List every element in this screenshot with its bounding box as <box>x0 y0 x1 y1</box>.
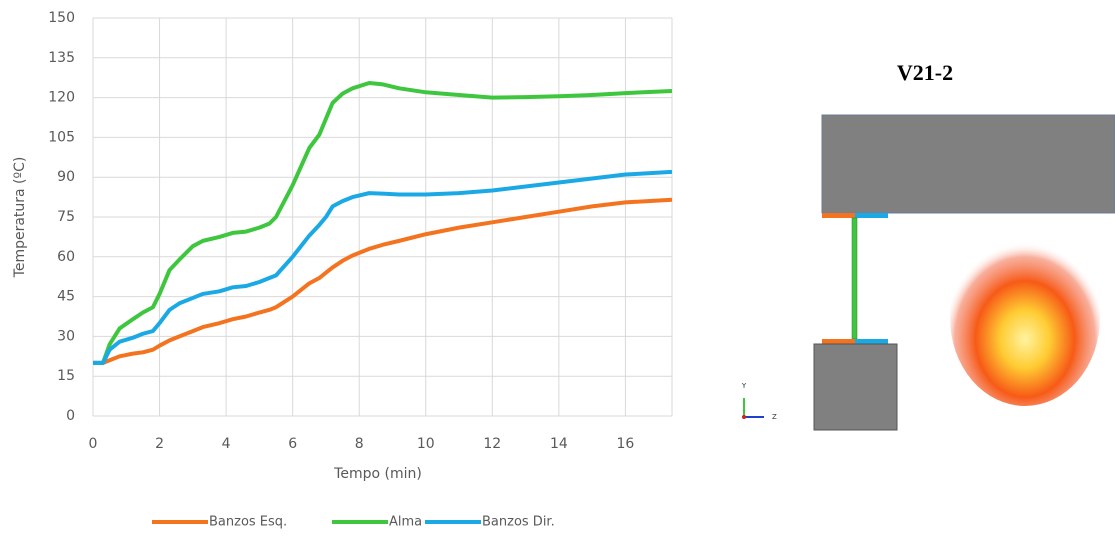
y-tick-label: 150 <box>48 10 75 26</box>
x-tick-label: 10 <box>417 436 435 452</box>
y-tick-label: 0 <box>66 408 75 424</box>
y-tick-label: 90 <box>57 169 75 185</box>
flange <box>822 339 855 344</box>
series-line <box>93 169 673 365</box>
x-tick-label: 12 <box>483 436 501 452</box>
y-axis-title: Temperatura (ºC) <box>12 157 28 279</box>
legend-label: Alma <box>389 515 422 530</box>
support <box>813 343 898 431</box>
x-tick-label: 6 <box>288 436 297 452</box>
legend-label: Banzos Dir. <box>482 515 555 530</box>
series-line <box>93 81 673 365</box>
flange <box>855 213 888 218</box>
y-tick-label: 30 <box>57 328 75 344</box>
x-tick-label: 2 <box>155 436 164 452</box>
y-tick-label: 15 <box>57 368 75 384</box>
flange <box>822 213 855 218</box>
axis-label: Z <box>772 413 777 421</box>
y-tick-label: 60 <box>57 249 75 265</box>
fire <box>950 230 1100 406</box>
y-tick-label: 105 <box>48 129 75 145</box>
x-tick-label: 0 <box>89 436 98 452</box>
y-tick-label: 120 <box>48 90 75 106</box>
diagram-title: V21-2 <box>897 60 953 85</box>
legend: Banzos Esq. Alma Banzos Dir. <box>152 515 555 530</box>
plot-area: 0 15 30 45 60 75 90 105 120 135 150 0 2 4 6 8 10 12 14 16 <box>48 10 673 452</box>
y-tick-label: 45 <box>57 289 75 305</box>
beam <box>821 114 1115 214</box>
flange <box>855 339 888 344</box>
x-tick-label: 14 <box>550 436 568 452</box>
y-tick-label: 75 <box>57 209 75 225</box>
y-tick-label: 135 <box>48 50 75 66</box>
axis-icon <box>742 415 746 419</box>
web <box>851 217 858 340</box>
axis-label: Y <box>741 382 747 390</box>
x-tick-label: 8 <box>355 436 364 452</box>
x-axis-title: Tempo (min) <box>333 466 422 482</box>
legend-label: Banzos Esq. <box>209 515 287 530</box>
series-line <box>93 197 673 365</box>
x-tick-label: 4 <box>222 436 231 452</box>
x-tick-label: 16 <box>616 436 634 452</box>
